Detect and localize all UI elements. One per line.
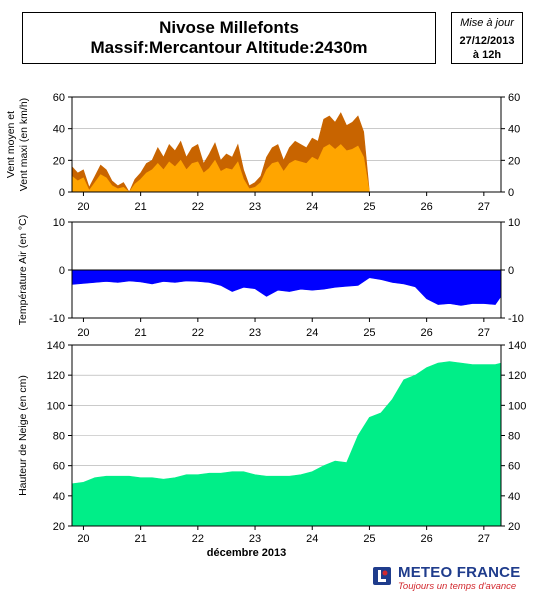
y-tick-label-right: 0 bbox=[508, 265, 514, 277]
y-axis-label-line2: Vent maxi (en km/h) bbox=[18, 98, 30, 191]
x-tick-label: 21 bbox=[135, 533, 147, 545]
y-tick-label-left: 80 bbox=[53, 431, 65, 443]
series-area-snow_depth bbox=[71, 361, 502, 527]
y-tick-label-right: 140 bbox=[508, 340, 526, 352]
y-tick-label-right: 20 bbox=[508, 155, 520, 167]
meteo-france-logo: METEO FRANCE Toujours un temps d'avance bbox=[372, 564, 532, 592]
x-tick-label: 20 bbox=[77, 327, 89, 339]
update-label: Mise à jour bbox=[460, 17, 514, 29]
y-axis-label: Température Air (en °C) bbox=[17, 215, 29, 325]
y-tick-label-right: 0 bbox=[508, 187, 514, 199]
title-box: Nivose Millefonts Massif:Mercantour Alti… bbox=[22, 12, 436, 64]
x-tick-label: 23 bbox=[249, 327, 261, 339]
brand-tagline: Toujours un temps d'avance bbox=[398, 581, 517, 592]
x-tick-label: 23 bbox=[249, 533, 261, 545]
series-area-temperature bbox=[71, 269, 502, 306]
y-axis-label: Hauteur de Neige (en cm) bbox=[17, 375, 29, 496]
x-tick-label: 24 bbox=[306, 533, 318, 545]
y-tick-label-left: 20 bbox=[53, 521, 65, 533]
y-tick-label-left: 40 bbox=[53, 124, 65, 136]
x-tick-label: 24 bbox=[306, 327, 318, 339]
x-tick-label: 21 bbox=[135, 201, 147, 213]
update-date: 27/12/2013 bbox=[459, 35, 515, 47]
y-tick-label-left: -10 bbox=[49, 313, 65, 325]
y-tick-label-left: 100 bbox=[47, 400, 65, 412]
x-tick-label: 23 bbox=[249, 201, 261, 213]
y-tick-label-left: 60 bbox=[53, 92, 65, 104]
y-tick-label-right: 40 bbox=[508, 491, 520, 503]
x-tick-label: 22 bbox=[192, 327, 204, 339]
x-tick-label: 22 bbox=[192, 533, 204, 545]
y-tick-label-right: 10 bbox=[508, 217, 520, 229]
y-tick-label-left: 140 bbox=[47, 340, 65, 352]
y-tick-label-left: 0 bbox=[59, 265, 65, 277]
y-tick-label-left: 60 bbox=[53, 461, 65, 473]
y-tick-label-right: 60 bbox=[508, 461, 520, 473]
x-tick-label: 27 bbox=[478, 201, 490, 213]
x-axis-label: décembre 2013 bbox=[207, 547, 287, 559]
y-tick-label-right: 20 bbox=[508, 521, 520, 533]
x-tick-label: 27 bbox=[478, 327, 490, 339]
y-tick-label-right: 60 bbox=[508, 92, 520, 104]
y-tick-label-right: 80 bbox=[508, 431, 520, 443]
y-tick-label-right: 100 bbox=[508, 400, 526, 412]
brand-name: METEO FRANCE bbox=[398, 564, 521, 581]
x-tick-label: 20 bbox=[77, 533, 89, 545]
x-tick-label: 26 bbox=[421, 201, 433, 213]
y-tick-label-left: 40 bbox=[53, 491, 65, 503]
y-tick-label-left: 20 bbox=[53, 155, 65, 167]
x-tick-label: 21 bbox=[135, 327, 147, 339]
station-title: Nivose Millefonts bbox=[159, 18, 299, 37]
x-tick-label: 26 bbox=[421, 327, 433, 339]
meteo-france-mark-icon bbox=[373, 567, 391, 585]
x-tick-label: 27 bbox=[478, 533, 490, 545]
x-tick-label: 26 bbox=[421, 533, 433, 545]
update-time: à 12h bbox=[472, 49, 502, 61]
massif-altitude-title: Massif:Mercantour Altitude:2430m bbox=[90, 38, 368, 57]
x-tick-label: 25 bbox=[363, 327, 375, 339]
y-tick-label-left: 0 bbox=[59, 187, 65, 199]
y-tick-label-right: 40 bbox=[508, 124, 520, 136]
x-tick-label: 25 bbox=[363, 201, 375, 213]
x-tick-label: 25 bbox=[363, 533, 375, 545]
plot-frame bbox=[71, 96, 502, 193]
series-area-mean bbox=[71, 144, 370, 193]
y-axis-label-line1: Vent moyen et bbox=[5, 111, 17, 178]
y-tick-label-right: 120 bbox=[508, 370, 526, 382]
update-box: Mise à jour 27/12/2013 à 12h bbox=[451, 12, 523, 64]
x-tick-label: 24 bbox=[306, 201, 318, 213]
y-tick-label-left: 10 bbox=[53, 217, 65, 229]
x-tick-label: 20 bbox=[77, 201, 89, 213]
y-tick-label-left: 120 bbox=[47, 370, 65, 382]
x-tick-label: 22 bbox=[192, 201, 204, 213]
y-tick-label-right: -10 bbox=[508, 313, 524, 325]
